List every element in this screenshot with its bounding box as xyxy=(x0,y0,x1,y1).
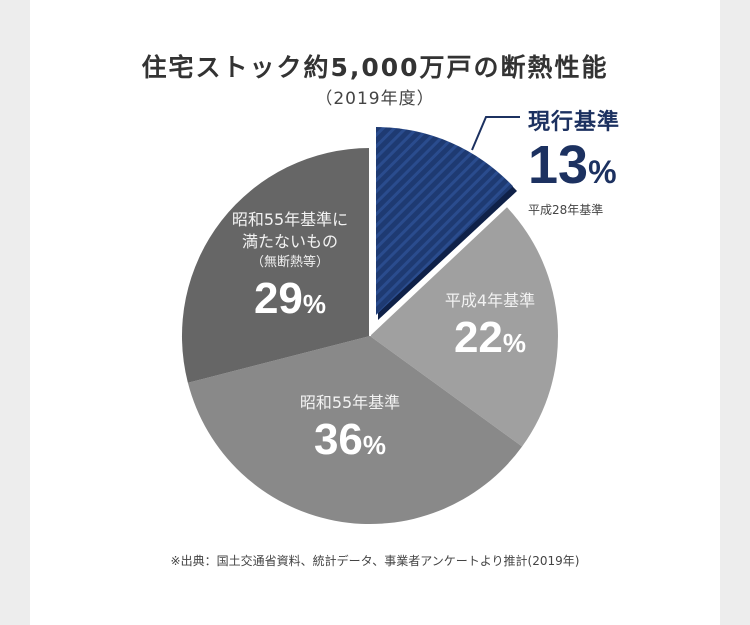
slice-heisei4 xyxy=(370,207,558,447)
chart-subtitle: （2019年度） xyxy=(315,89,435,109)
slice-current xyxy=(376,127,513,315)
heisei4-percent: 22% xyxy=(453,313,527,362)
below-showa55-percent: 29% xyxy=(253,274,327,323)
slice-showa55 xyxy=(187,336,523,525)
showa55-percent: 36% xyxy=(313,415,387,464)
slice-below-showa55 xyxy=(181,147,370,383)
label-current-standard: 現行基準 13% 平成28年基準 xyxy=(528,104,620,218)
chart-title: 住宅ストック約5,000万戸の断熱性能 xyxy=(141,53,609,82)
current-standard-name: 現行基準 xyxy=(528,110,621,135)
label-showa55: 昭和55年基準 36% xyxy=(270,392,430,471)
current-standard-percent: 13% xyxy=(528,135,617,195)
label-below-showa55: 昭和55年基準に 満たないもの （無断熱等） 29% xyxy=(220,209,360,330)
leader-line xyxy=(471,116,520,151)
current-standard-note: 平成28年基準 xyxy=(528,203,604,217)
label-heisei4: 平成4年基準 22% xyxy=(420,290,560,369)
source-note: ※出典：国土交通省資料、統計データ、事業者アンケートより推計(2019年) xyxy=(170,554,580,568)
